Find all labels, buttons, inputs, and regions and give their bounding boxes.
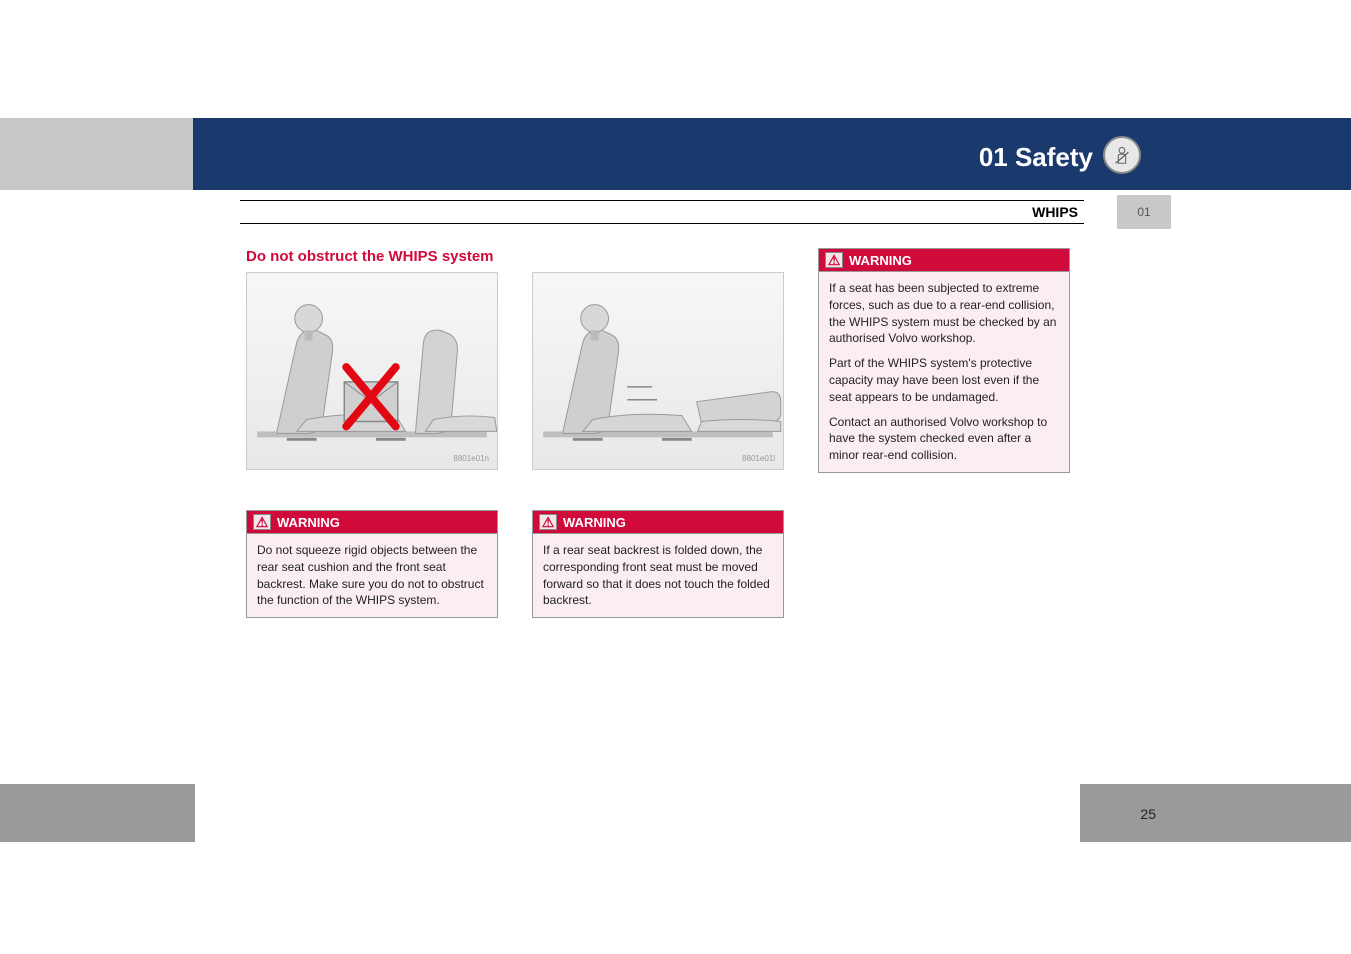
warning-3-p3: Contact an authorised Volvo workshop to … [829, 414, 1059, 464]
warning-1-text: Do not squeeze rigid objects between the… [257, 542, 487, 609]
warning-label: WARNING [849, 253, 912, 268]
warning-triangle-icon: ⚠ [539, 514, 557, 530]
warning-label: WARNING [277, 515, 340, 530]
warning-box-2: ⚠ WARNING If a rear seat backrest is fol… [532, 510, 784, 618]
warning-header: ⚠ WARNING [818, 248, 1070, 272]
warning-box-3: ⚠ WARNING If a seat has been subjected t… [818, 248, 1070, 473]
header-band [0, 118, 1351, 190]
warning-header: ⚠ WARNING [246, 510, 498, 534]
warning-body: If a seat has been subjected to extreme … [818, 272, 1070, 473]
section-heading: Do not obstruct the WHIPS system [246, 248, 494, 265]
warning-triangle-icon: ⚠ [825, 252, 843, 268]
warning-3-p2: Part of the WHIPS system's protective ca… [829, 355, 1059, 405]
warning-2-text: If a rear seat backrest is folded down, … [543, 542, 773, 609]
warning-3-p1: If a seat has been subjected to extreme … [829, 280, 1059, 347]
topic-bar: WHIPS [240, 200, 1084, 224]
warning-body: Do not squeeze rigid objects between the… [246, 534, 498, 618]
warning-body: If a rear seat backrest is folded down, … [532, 534, 784, 618]
figure-seat-box-obstruction: 8801e01n [246, 272, 498, 470]
warning-triangle-icon: ⚠ [253, 514, 271, 530]
warning-box-1: ⚠ WARNING Do not squeeze rigid objects b… [246, 510, 498, 618]
footer-white-gap [195, 784, 1080, 842]
figure-1-label: 8801e01n [453, 454, 489, 463]
warning-header: ⚠ WARNING [532, 510, 784, 534]
figure-seat-folded-backrest: 8801e01l [532, 272, 784, 470]
header-band-left-grey [0, 118, 193, 190]
chapter-title: 01 Safety [979, 142, 1093, 173]
warning-label: WARNING [563, 515, 626, 530]
chapter-tab: 01 [1117, 195, 1171, 229]
page-number: 25 [1140, 806, 1156, 822]
figure-2-label: 8801e01l [742, 454, 775, 463]
seatbelt-icon [1103, 136, 1141, 174]
topic-label: WHIPS [1032, 204, 1078, 220]
